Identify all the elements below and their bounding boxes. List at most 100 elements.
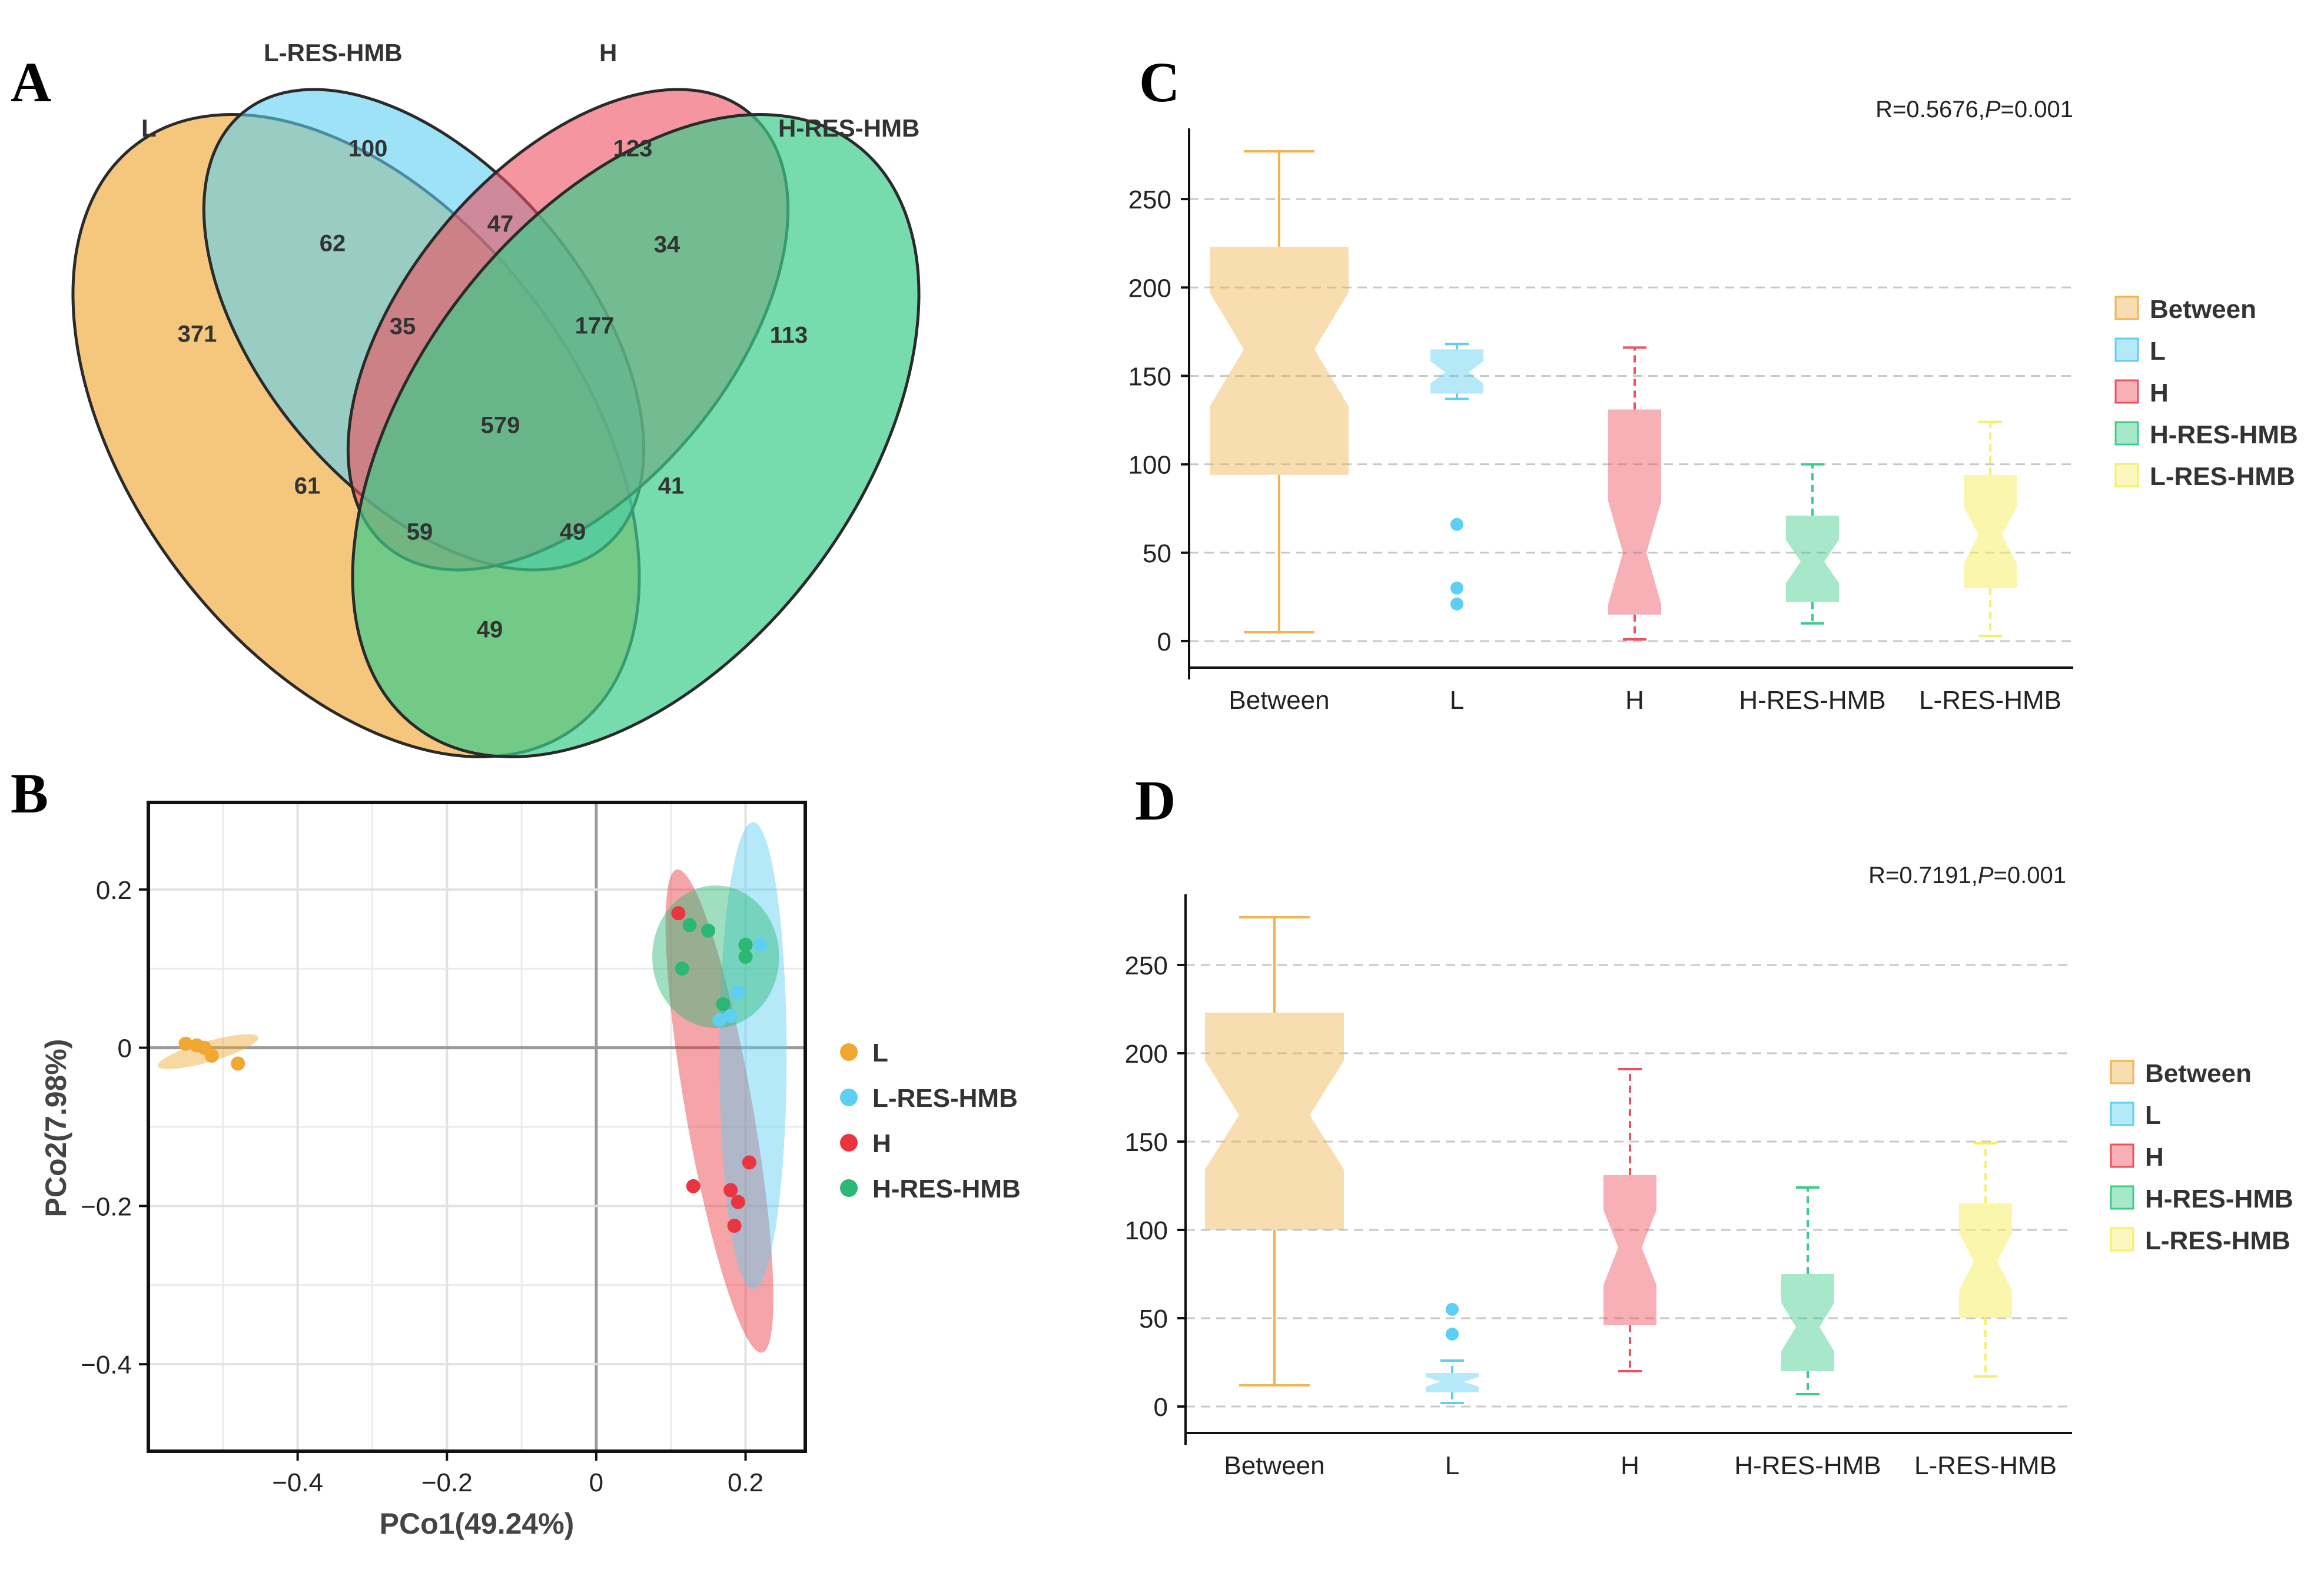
box-outlier xyxy=(1450,518,1463,531)
pcoa-point-h xyxy=(742,1155,756,1170)
pcoa-point-h-res-hmb xyxy=(675,961,689,976)
pcoa-point-h-res-hmb xyxy=(738,937,753,952)
boxplot-c-panel: C R=0.5676,P=0.001 0 50 100 150 200 250 Betwee… xyxy=(1128,51,2298,715)
box-outlier xyxy=(1446,1303,1459,1316)
box-legend-label: L xyxy=(2145,1101,2161,1130)
box-legend-swatch xyxy=(2114,379,2139,404)
boxplot-c-legend: Between LH H-RES-HMB L-RES-HMB xyxy=(2114,295,2298,491)
box-outlier xyxy=(1450,597,1463,611)
venn-count-all: 579 xyxy=(481,413,520,439)
venn-count-lres-hres: 41 xyxy=(658,473,685,499)
pcoa-x-tick-label: −0.2 xyxy=(421,1468,473,1497)
box-y-tick-label: 250 xyxy=(1128,185,1171,214)
box-x-tick-label: H-RES-HMB xyxy=(1734,1451,1881,1480)
box-legend-swatch xyxy=(2114,337,2139,362)
pcoa-ellipse-l-res-hmb xyxy=(719,822,787,1289)
box-y-tick-label: 250 xyxy=(1125,951,1168,980)
venn-label-h: H xyxy=(599,39,617,67)
pcoa-point-h-res-hmb xyxy=(682,918,697,933)
boxplot-c: 0 50 100 150 200 250 Between L H H-RES-HMB L-RES-H… xyxy=(1128,128,2073,715)
box-y-tick-label: 150 xyxy=(1128,362,1171,391)
pcoa-y-tick-label: 0.2 xyxy=(96,876,132,905)
box-legend-label: H-RES-HMB xyxy=(2145,1185,2293,1213)
box-x-tick-label: L xyxy=(1450,686,1464,715)
box-y-tick-label: 0 xyxy=(1154,1393,1168,1422)
box-legend-swatch xyxy=(2110,1102,2134,1126)
box-x-tick-label: H xyxy=(1621,1451,1639,1480)
pcoa-point-h-res-hmb xyxy=(738,950,753,964)
venn-label-l: L xyxy=(141,114,157,142)
venn-count-h-hres: 34 xyxy=(654,232,680,258)
box-legend-label: Between xyxy=(2145,1059,2252,1088)
box-body-h-res-hmb xyxy=(1786,515,1839,602)
pcoa-ellipse-h xyxy=(665,869,773,1353)
pcoa-point-h xyxy=(727,1218,742,1233)
box-y-tick-label: 0 xyxy=(1157,628,1171,656)
boxplot-d-panel: D R=0.7191,P=0.001 0 50 100 150 200 250 Betwee… xyxy=(1125,769,2293,1480)
box-legend-label: Between xyxy=(2150,295,2256,324)
venn-diagram xyxy=(71,88,921,758)
box-legend-label: L-RES-HMB xyxy=(2150,462,2295,491)
pcoa-legend-label: L xyxy=(872,1039,888,1067)
pcoa-ellipses xyxy=(157,822,787,1353)
pcoa-y-tick-label: −0.2 xyxy=(81,1192,132,1221)
pcoa-y-tick-label: 0 xyxy=(118,1034,132,1063)
pcoa-point-l-res-hmb xyxy=(731,985,745,1000)
pcoa-ticks: −0.4 −0.2 0 0.2 0.2 0 −0.2 −0.4 xyxy=(81,876,763,1497)
box-legend-swatch xyxy=(2110,1060,2134,1084)
box-legend-swatch xyxy=(2114,463,2139,487)
box-y-tick-label: 150 xyxy=(1125,1128,1168,1157)
venn-count-l-lres: 62 xyxy=(320,231,346,257)
pcoa-panel: B −0.4 −0.2 0 0.20.20−0.2−0.4 PCo1(49.24%) … xyxy=(11,762,1021,1540)
pcoa-legend-label: H xyxy=(872,1129,891,1158)
pcoa-legend-marker xyxy=(840,1089,858,1106)
box-body-l xyxy=(1426,1373,1479,1392)
pcoa-legend-label: H-RES-HMB xyxy=(872,1175,1021,1203)
venn-label-h-res-hmb: H-RES-HMB xyxy=(778,114,919,142)
pcoa-point-l-res-hmb xyxy=(723,1009,738,1023)
pcoa-point-l-res-hmb xyxy=(712,1013,727,1027)
pcoa-point-l xyxy=(204,1049,219,1063)
box-legend-swatch xyxy=(2114,421,2139,446)
box-x-tick-label: Between xyxy=(1224,1451,1324,1480)
pcoa-legend-marker xyxy=(840,1179,858,1197)
venn-count-l-h: 61 xyxy=(294,473,321,499)
box-y-tick-label: 50 xyxy=(1139,1305,1168,1334)
venn-count-l-res-hmb: 100 xyxy=(348,136,388,162)
pcoa-point-h-res-hmb xyxy=(701,923,716,938)
venn-panel: A L L-RES-HMB H H-RES-HMB 371 100 123 11… xyxy=(11,39,921,758)
box-x-tick-label: H xyxy=(1625,686,1644,715)
pcoa-x-tick-label: 0 xyxy=(589,1468,603,1497)
pcoa-points xyxy=(178,906,768,1233)
box-legend-label: H xyxy=(2150,379,2169,407)
venn-count-lres-h-hres: 177 xyxy=(575,313,615,339)
pcoa-plot-frame xyxy=(147,801,807,1453)
pcoa-legend-marker xyxy=(840,1043,858,1061)
box-body-between xyxy=(1210,247,1349,475)
box-y-tick-label: 200 xyxy=(1125,1040,1168,1069)
box-body-h xyxy=(1603,1175,1656,1325)
box-x-tick-label: Between xyxy=(1229,686,1329,715)
pcoa-legend-marker xyxy=(840,1134,858,1152)
box-x-tick-label: L-RES-HMB xyxy=(1919,686,2061,715)
pcoa-point-h xyxy=(686,1179,700,1193)
d-stat-annotation: R=0.7191,P=0.001 xyxy=(1868,863,2066,888)
pcoa-x-tick-label: 0.2 xyxy=(728,1468,763,1497)
box-body-l xyxy=(1430,349,1483,394)
box-legend-label: L-RES-HMB xyxy=(2145,1226,2290,1255)
box-legend-label: H xyxy=(2145,1143,2164,1172)
pcoa-point-l-res-hmb xyxy=(753,937,768,952)
pcoa-point-h xyxy=(723,1183,738,1198)
box-outlier xyxy=(1450,581,1463,595)
venn-count-l-lres-hres: 49 xyxy=(560,519,586,545)
box-body-between xyxy=(1205,1013,1344,1230)
pcoa-grid xyxy=(148,802,805,1451)
box-y-tick-label: 50 xyxy=(1143,539,1171,568)
box-legend-label: L xyxy=(2150,337,2166,366)
panel-label-c: C xyxy=(1139,51,1180,114)
box-legend-swatch xyxy=(2110,1143,2134,1168)
pcoa-y-axis-title: PCo2(7.98%) xyxy=(39,1039,72,1218)
pcoa-x-tick-label: −0.4 xyxy=(272,1468,323,1497)
venn-count-l-lres-h: 35 xyxy=(390,314,416,340)
panel-label-d: D xyxy=(1135,769,1176,832)
